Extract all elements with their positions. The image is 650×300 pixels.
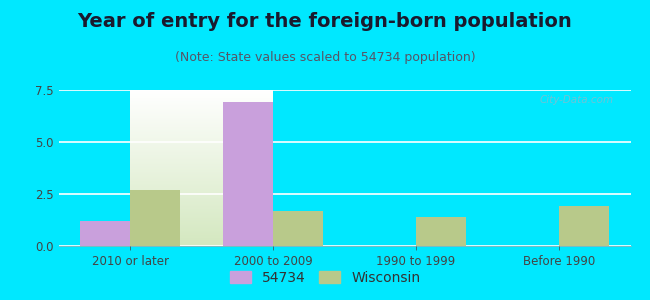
Legend: 54734, Wisconsin: 54734, Wisconsin bbox=[224, 265, 426, 290]
Bar bbox=[416, 217, 466, 246]
Text: Year of entry for the foreign-born population: Year of entry for the foreign-born popul… bbox=[77, 12, 573, 31]
Text: City-Data.com: City-Data.com bbox=[540, 95, 614, 105]
Bar bbox=[273, 211, 323, 246]
Text: (Note: State values scaled to 54734 population): (Note: State values scaled to 54734 popu… bbox=[175, 51, 475, 64]
Bar bbox=[80, 221, 130, 246]
Bar bbox=[223, 103, 273, 246]
Bar bbox=[559, 206, 609, 246]
Bar bbox=[130, 190, 180, 246]
